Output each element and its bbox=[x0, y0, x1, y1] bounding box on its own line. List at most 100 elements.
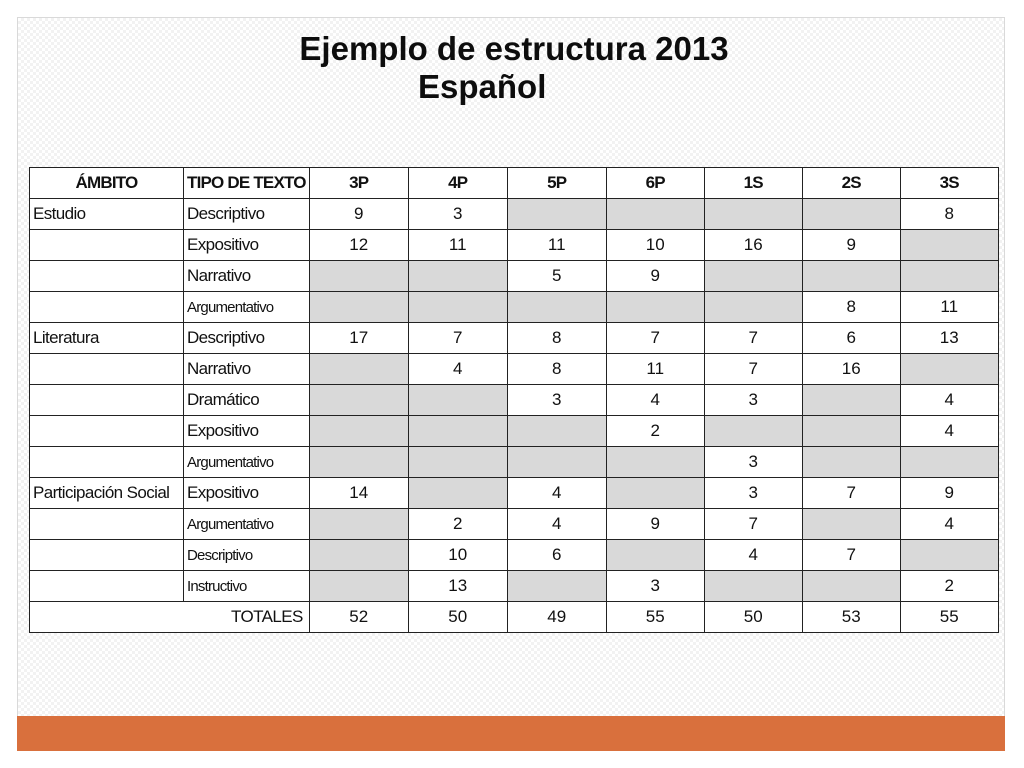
value-cell bbox=[605, 198, 705, 230]
total-value-cell: 50 bbox=[407, 601, 508, 633]
table-row: Expositivo 2 4 bbox=[29, 415, 999, 447]
value-cell bbox=[899, 539, 999, 571]
totals-row: TOTALES 52 50 49 55 50 53 55 bbox=[29, 601, 999, 633]
value-cell: 7 bbox=[801, 539, 901, 571]
slide-title: Ejemplo de estructura 2013 Español bbox=[0, 30, 1024, 106]
value-cell: 4 bbox=[506, 508, 607, 540]
ambito-cell bbox=[29, 415, 184, 447]
value-cell bbox=[506, 291, 607, 323]
value-cell bbox=[801, 508, 901, 540]
value-cell bbox=[801, 260, 901, 292]
value-cell bbox=[308, 291, 409, 323]
value-cell bbox=[308, 570, 409, 602]
totals-label: TOTALES bbox=[29, 601, 310, 633]
value-cell bbox=[605, 446, 705, 478]
value-cell: 3 bbox=[407, 198, 508, 230]
value-cell bbox=[899, 229, 999, 261]
total-value-cell: 49 bbox=[506, 601, 607, 633]
structure-table: ÁMBITO TIPO DE TEXTO 3P 4P 5P 6P 1S 2S 3S Estudi… bbox=[29, 167, 999, 633]
value-cell bbox=[308, 353, 409, 385]
value-cell bbox=[407, 415, 508, 447]
tipo-texto-cell: Dramático bbox=[183, 384, 310, 416]
ambito-cell: Literatura bbox=[29, 322, 184, 354]
value-cell: 16 bbox=[703, 229, 803, 261]
value-cell: 9 bbox=[801, 229, 901, 261]
value-cell: 4 bbox=[899, 508, 999, 540]
tipo-texto-cell: Expositivo bbox=[183, 229, 310, 261]
value-cell bbox=[703, 260, 803, 292]
value-cell: 17 bbox=[308, 322, 409, 354]
value-cell: 7 bbox=[407, 322, 508, 354]
table-row: Narrativo 4 8 11 7 16 bbox=[29, 353, 999, 385]
column-header: 3P bbox=[308, 167, 409, 199]
value-cell: 8 bbox=[801, 291, 901, 323]
ambito-cell: Participación Social bbox=[29, 477, 184, 509]
value-cell: 4 bbox=[407, 353, 508, 385]
column-header: ÁMBITO bbox=[29, 167, 184, 199]
value-cell bbox=[407, 384, 508, 416]
tipo-texto-cell: Descriptivo bbox=[183, 322, 310, 354]
table-row: Narrativo 5 9 bbox=[29, 260, 999, 292]
tipo-texto-cell: Descriptivo bbox=[183, 198, 310, 230]
value-cell bbox=[407, 260, 508, 292]
value-cell bbox=[703, 570, 803, 602]
value-cell: 9 bbox=[308, 198, 409, 230]
value-cell: 3 bbox=[605, 570, 705, 602]
tipo-texto-cell: Expositivo bbox=[183, 477, 310, 509]
value-cell: 3 bbox=[703, 477, 803, 509]
value-cell bbox=[407, 477, 508, 509]
value-cell bbox=[506, 446, 607, 478]
table-row: Argumentativo 8 11 bbox=[29, 291, 999, 323]
value-cell: 11 bbox=[407, 229, 508, 261]
column-header: 3S bbox=[899, 167, 999, 199]
value-cell bbox=[801, 198, 901, 230]
value-cell bbox=[703, 198, 803, 230]
value-cell: 4 bbox=[506, 477, 607, 509]
value-cell: 4 bbox=[899, 415, 999, 447]
total-value-cell: 50 bbox=[703, 601, 803, 633]
table-row: Instructivo 13 3 2 bbox=[29, 570, 999, 602]
table-row: Dramático 3 4 3 4 bbox=[29, 384, 999, 416]
value-cell bbox=[308, 260, 409, 292]
value-cell: 2 bbox=[407, 508, 508, 540]
ambito-cell bbox=[29, 291, 184, 323]
value-cell: 13 bbox=[899, 322, 999, 354]
value-cell bbox=[703, 291, 803, 323]
ambito-cell bbox=[29, 446, 184, 478]
tipo-texto-cell: Narrativo bbox=[183, 353, 310, 385]
table-row: Literatura Descriptivo 17 7 8 7 7 6 13 bbox=[29, 322, 999, 354]
value-cell: 8 bbox=[506, 322, 607, 354]
table-row: Argumentativo 3 bbox=[29, 446, 999, 478]
value-cell: 7 bbox=[801, 477, 901, 509]
tipo-texto-cell: Instructivo bbox=[183, 570, 310, 602]
ambito-cell bbox=[29, 539, 184, 571]
value-cell: 13 bbox=[407, 570, 508, 602]
table-row: Expositivo 12 11 11 10 16 9 bbox=[29, 229, 999, 261]
title-line-1: Ejemplo de estructura 2013 bbox=[299, 30, 729, 67]
value-cell bbox=[899, 260, 999, 292]
tipo-texto-cell: Descriptivo bbox=[183, 539, 310, 571]
total-value-cell: 52 bbox=[308, 601, 409, 633]
column-header: 5P bbox=[506, 167, 607, 199]
value-cell: 11 bbox=[605, 353, 705, 385]
value-cell: 7 bbox=[605, 322, 705, 354]
value-cell: 4 bbox=[899, 384, 999, 416]
value-cell: 8 bbox=[506, 353, 607, 385]
value-cell bbox=[899, 446, 999, 478]
ambito-cell bbox=[29, 508, 184, 540]
value-cell: 10 bbox=[407, 539, 508, 571]
value-cell bbox=[407, 446, 508, 478]
value-cell: 9 bbox=[605, 260, 705, 292]
value-cell bbox=[308, 446, 409, 478]
value-cell: 6 bbox=[506, 539, 607, 571]
value-cell: 6 bbox=[801, 322, 901, 354]
value-cell bbox=[506, 415, 607, 447]
value-cell: 9 bbox=[605, 508, 705, 540]
value-cell bbox=[801, 415, 901, 447]
value-cell: 11 bbox=[899, 291, 999, 323]
tipo-texto-cell: Argumentativo bbox=[183, 291, 310, 323]
column-header: 2S bbox=[801, 167, 901, 199]
value-cell: 3 bbox=[703, 384, 803, 416]
value-cell: 5 bbox=[506, 260, 607, 292]
table-row: Estudio Descriptivo 9 3 8 bbox=[29, 198, 999, 230]
